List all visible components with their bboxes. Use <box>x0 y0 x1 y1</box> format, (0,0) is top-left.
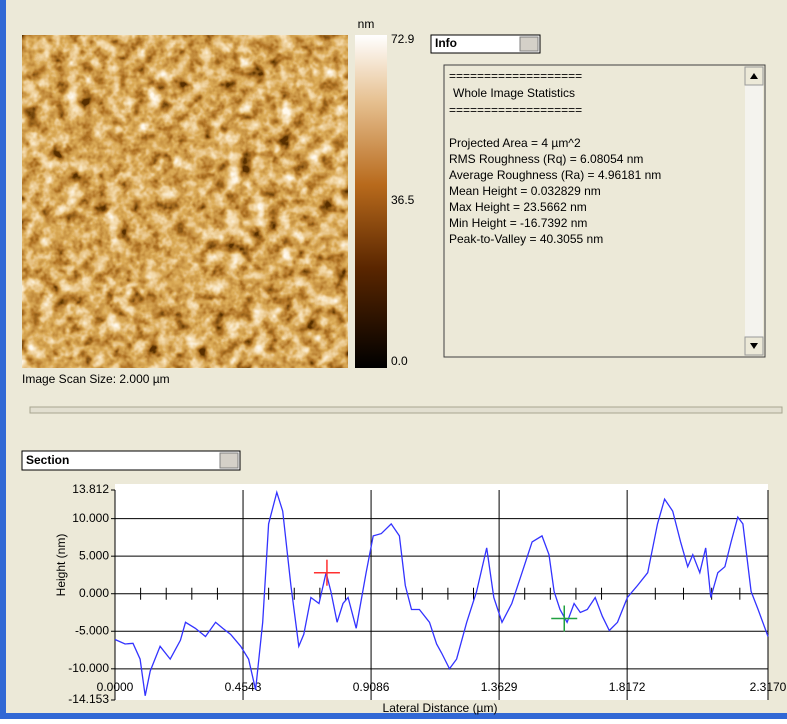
info-header-line: =================== <box>449 103 582 117</box>
color-bar-unit: nm <box>358 17 375 31</box>
dropdown-label[interactable]: Info <box>435 36 457 50</box>
info-stat-line: Mean Height = 0.032829 nm <box>449 184 601 198</box>
y-tick-label: -5.000 <box>75 623 109 637</box>
dropdown-button[interactable] <box>520 37 538 51</box>
info-stat-line: Average Roughness (Ra) = 4.96181 nm <box>449 168 661 182</box>
info-stat-line: Projected Area = 4 µm^2 <box>449 136 581 150</box>
info-dropdown[interactable]: Info <box>431 35 540 53</box>
y-tick-label: -14.153 <box>68 692 109 706</box>
scan-size-label: Image Scan Size: 2.000 µm <box>22 372 170 386</box>
color-bar-tick-label: 36.5 <box>391 193 415 207</box>
color-bar-tick-label: 72.9 <box>391 32 415 46</box>
dropdown-label[interactable]: Section <box>26 453 69 467</box>
page: nm 72.9 36.5 0.0 Info =================== W… <box>0 0 787 719</box>
color-bar-tick-label: 0.0 <box>391 354 408 368</box>
info-stat-line: Min Height = -16.7392 nm <box>449 216 587 230</box>
splitter-bar[interactable] <box>30 407 782 413</box>
afm-image <box>22 35 348 368</box>
info-stat-line: Max Height = 23.5662 nm <box>449 200 587 214</box>
info-header-line: Whole Image Statistics <box>453 86 575 100</box>
window: nm 72.9 36.5 0.0 Info =================== W… <box>0 0 787 719</box>
info-stat-line: Peak-to-Valley = 40.3055 nm <box>449 232 603 246</box>
window-frame-left <box>0 0 6 719</box>
section-dropdown[interactable]: Section <box>22 451 240 470</box>
y-tick-label: 10.000 <box>72 511 109 525</box>
dropdown-button[interactable] <box>220 453 238 468</box>
y-tick-label: 5.000 <box>79 548 109 562</box>
color-bar <box>355 35 387 368</box>
x-tick-label: 0.0000 <box>97 680 134 694</box>
y-axis-title: Height (nm) <box>54 534 68 597</box>
y-tick-label: -10.000 <box>68 661 109 675</box>
y-tick-label: 0.000 <box>79 586 109 600</box>
x-axis-title: Lateral Distance (µm) <box>383 701 498 715</box>
y-tick-label: 13.812 <box>72 482 109 496</box>
scrollbar <box>745 67 763 355</box>
plot-area <box>115 484 768 700</box>
info-header-line: =================== <box>449 69 582 83</box>
info-stat-line: RMS Roughness (Rq) = 6.08054 nm <box>449 152 643 166</box>
